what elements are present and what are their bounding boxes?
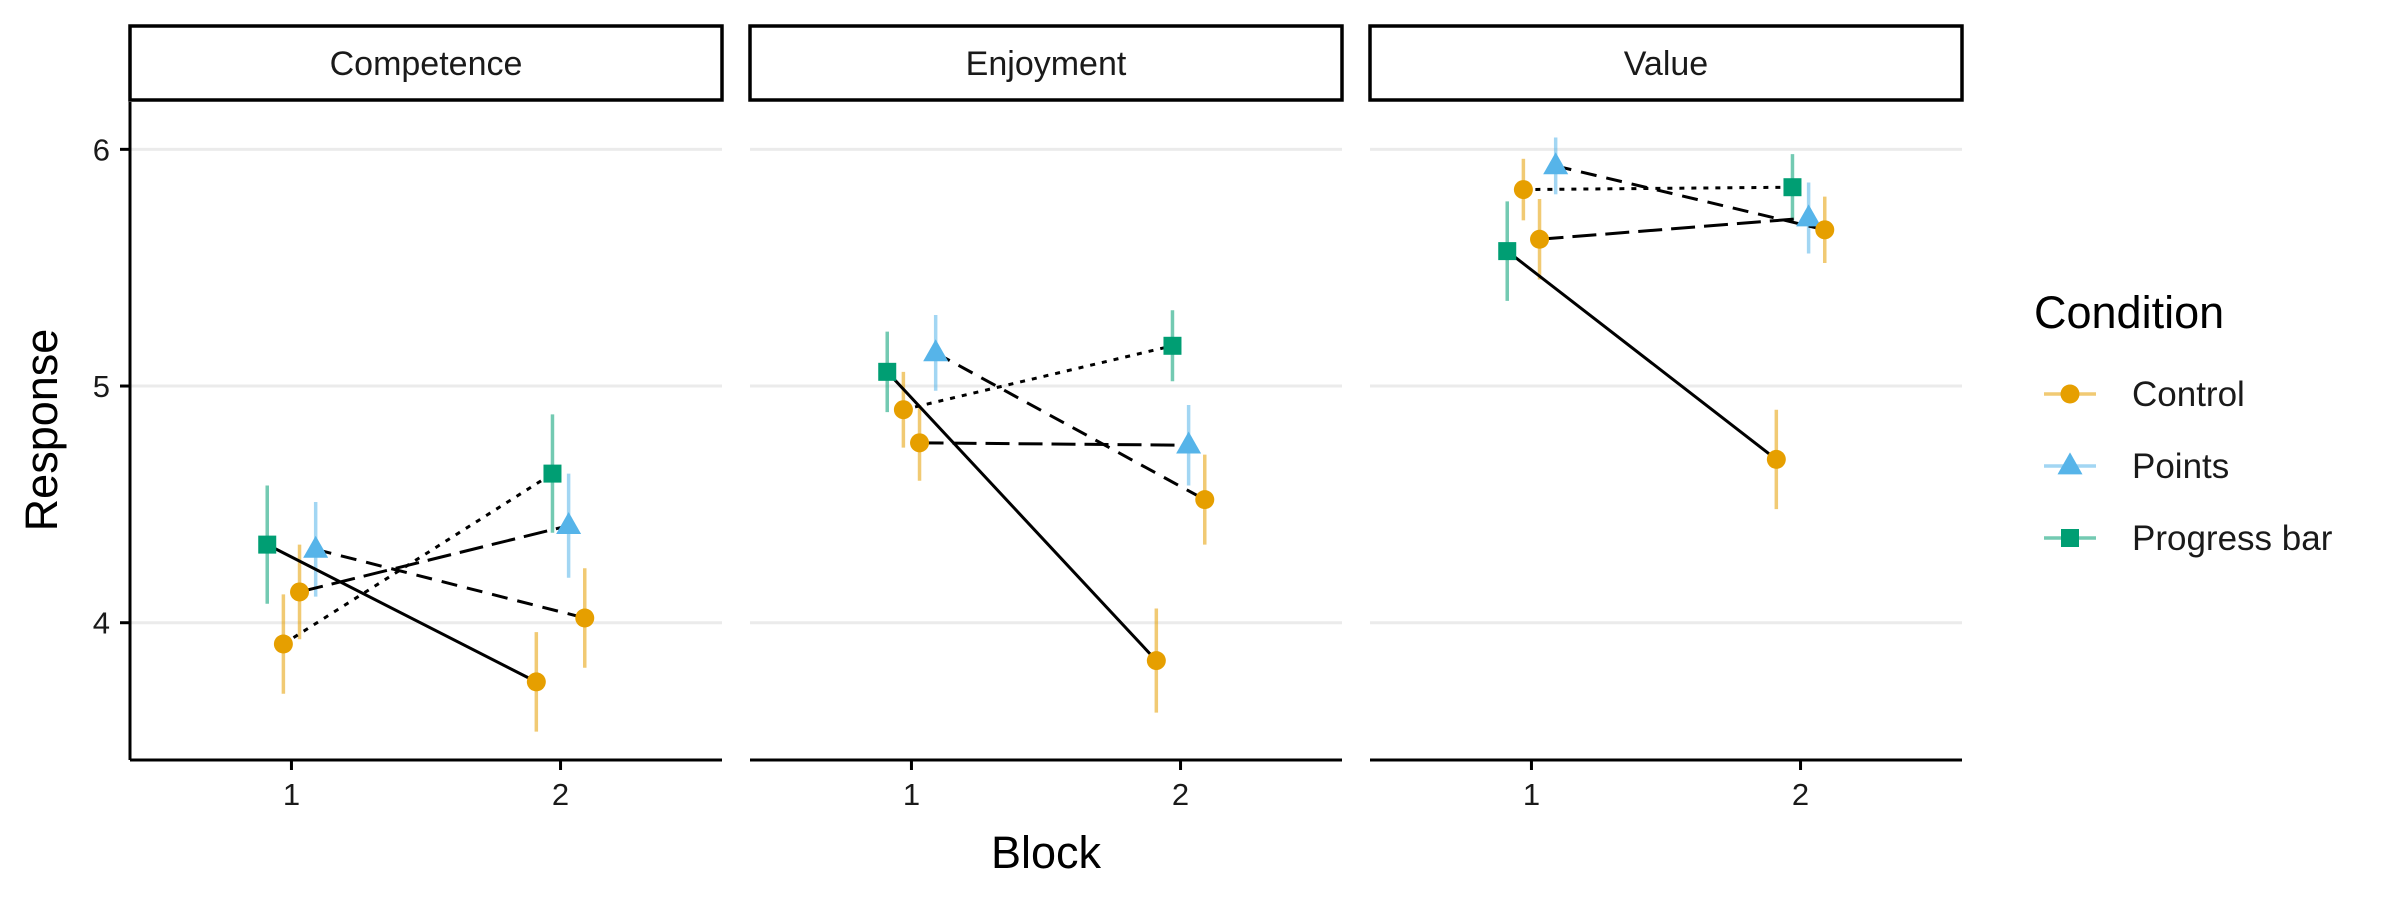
data-point-control [1766,449,1786,469]
data-point-points [1796,204,1822,227]
data-point-control [1815,220,1835,240]
legend-label: Control [2132,375,2245,414]
x-tick-label: 1 [1523,777,1540,812]
data-point-control [526,672,546,692]
data-point-progress-bar [543,464,562,483]
legend-label: Progress bar [2132,519,2333,558]
y-tick-label: 5 [93,369,110,404]
data-point-progress-bar [1498,242,1517,261]
x-axis-title: Block [991,827,1102,878]
connector-enjoyment-longdash [919,441,1189,447]
x-tick-label: 1 [903,777,920,812]
data-point-points [1176,431,1202,454]
legend-label: Points [2132,447,2229,486]
data-point-control [910,433,930,453]
data-point-points [303,535,329,558]
connector-enjoyment-dashed [934,351,1206,501]
data-point-control [1146,651,1166,671]
connector-enjoyment-dotted [903,344,1173,412]
connector-value-longdash [1539,216,1809,241]
data-point-control [290,582,310,602]
y-tick-label: 4 [93,606,110,641]
data-point-points [1543,152,1569,175]
connector-value-dotted [1523,185,1793,192]
data-point-control [1195,490,1215,510]
facet-label: Value [1624,45,1708,83]
data-point-progress-bar [878,362,897,381]
x-tick-label: 1 [283,777,300,812]
data-point-control [273,634,293,654]
y-tick-label: 6 [93,132,110,167]
connector-enjoyment-solid [886,370,1158,662]
connector-competence-longdash [299,524,569,594]
facet-label: Competence [330,45,523,83]
connector-competence-dotted [282,472,554,646]
x-tick-label: 2 [1792,777,1809,812]
y-axis-title: Response [16,329,67,532]
facet-strip-value [1368,24,1964,102]
legend-key-points [2057,452,2083,475]
legend-key-progress-bar [2061,529,2079,547]
connector-value-dashed [1555,164,1826,232]
data-point-points [923,339,949,362]
connector-competence-dashed [315,547,586,620]
data-point-control [1513,180,1533,200]
legend-title: Condition [2034,287,2224,338]
legend-key-control [2060,384,2080,404]
data-point-control [575,608,595,628]
data-point-control [893,400,913,420]
data-point-progress-bar [1163,336,1182,355]
data-point-control [1530,229,1550,249]
x-tick-label: 2 [1172,777,1189,812]
facet-label: Enjoyment [966,45,1127,83]
data-point-progress-bar [258,535,277,554]
data-point-progress-bar [1783,178,1802,197]
facet-strip-enjoyment [748,24,1344,102]
facet-strip-competence [128,24,724,102]
connector-value-solid [1506,249,1778,461]
x-tick-label: 2 [552,777,569,812]
data-point-points [556,512,582,535]
connector-competence-solid [266,543,538,684]
